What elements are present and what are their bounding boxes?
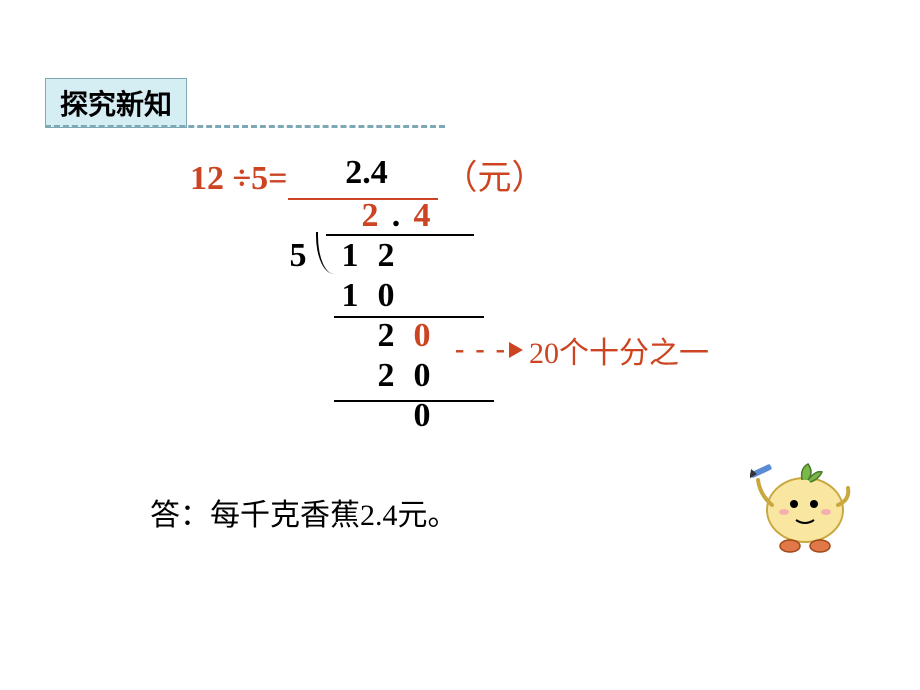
quotient-decimal-point: .	[388, 197, 404, 235]
quotient-fraction: 4	[404, 197, 440, 235]
step2-d2: 0	[404, 357, 440, 395]
quotient-whole: 2	[352, 197, 388, 235]
remainder: 2	[368, 317, 404, 355]
final-zero: 0	[404, 397, 440, 435]
subtraction-bar-2	[334, 400, 494, 402]
annotation-text: 20个十分之一	[529, 328, 709, 372]
step1-d2: 0	[368, 277, 404, 315]
arrow-dashes: - - -	[455, 334, 507, 366]
equation-answer: 2.4	[345, 154, 388, 191]
final-row: 0	[280, 396, 440, 436]
divisor: 5	[280, 237, 316, 275]
answer-sentence: 答：每千克香蕉2.4元。	[150, 490, 458, 534]
annotation-arrow: - - - 20个十分之一	[455, 328, 709, 372]
subtraction-bar-1	[334, 316, 484, 318]
long-division: 2 . 4 5 1 2 1 0 2 0 2 0 0	[280, 196, 440, 436]
quotient-row: 2 . 4	[280, 196, 440, 236]
mascot-icon	[750, 450, 860, 560]
dividend-2: 2	[368, 237, 404, 275]
equation-expression: 12 ÷5=	[190, 160, 288, 198]
quotient-bar	[326, 234, 474, 236]
step1-row: 1 0	[280, 276, 440, 316]
arrow-head-icon	[509, 342, 523, 358]
section-underline	[45, 125, 445, 128]
dividend-1: 1	[332, 237, 368, 275]
step1-d1: 1	[332, 277, 368, 315]
remainder-row: 2 0	[280, 316, 440, 356]
step2-d1: 2	[368, 357, 404, 395]
section-tag: 探究新知	[45, 78, 187, 128]
equation: 12 ÷5= 2.4 （元）	[190, 150, 546, 200]
equation-blank: 2.4	[288, 160, 438, 200]
equation-unit: （元）	[444, 150, 546, 199]
step2-row: 2 0	[280, 356, 440, 396]
dividend-row: 5 1 2	[280, 236, 440, 276]
bringdown-zero: 0	[404, 317, 440, 355]
